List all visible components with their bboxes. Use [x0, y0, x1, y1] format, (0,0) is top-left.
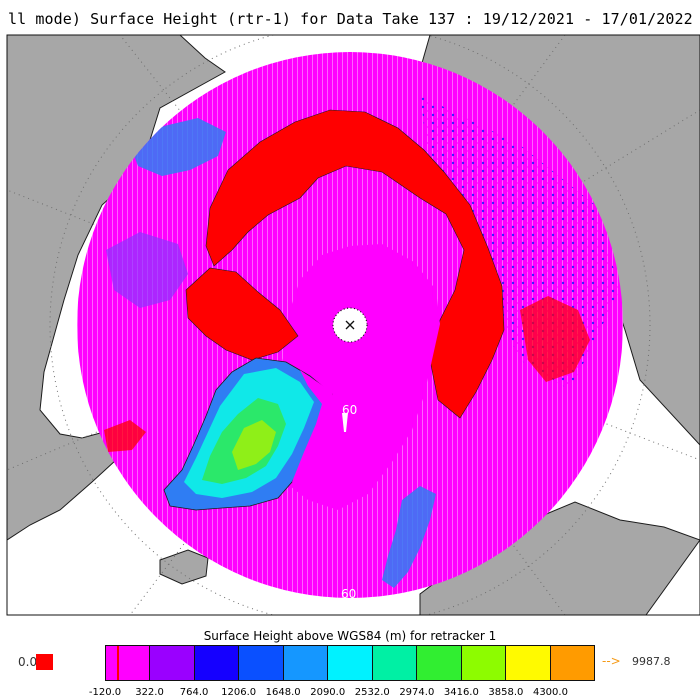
greenland-east-coast-magenta: [292, 370, 336, 486]
latitude-label-lower: 60: [341, 587, 356, 601]
colorbar-segment: [505, 646, 550, 680]
colorbar-tick-label: 2532.0: [354, 687, 390, 698]
overflow-value: 9987.8: [632, 655, 671, 668]
data-gap-wedge: [342, 413, 348, 432]
colorbar-tick-label: 764.0: [179, 687, 209, 698]
colorbar-segment: [327, 646, 372, 680]
zero-value-label: 0.0: [18, 655, 38, 669]
colorbar-segment: [282, 646, 328, 680]
greenland-summit: [232, 420, 276, 470]
colorbar-segment: [106, 646, 150, 680]
map-title: ll mode) Surface Height (rtr-1) for Data…: [8, 10, 700, 28]
surface-height-data: [104, 95, 620, 588]
colorbar-segment: [416, 646, 461, 680]
colorbar-segment: [460, 646, 506, 680]
colorbar: [105, 645, 595, 681]
colorbar-segment: [549, 646, 594, 680]
colorbar-segment: [371, 646, 417, 680]
arctic-archipelago-red: [185, 267, 299, 361]
iceland-land: [159, 549, 209, 585]
colorbar-segment: [238, 646, 283, 680]
colorbar-tick-label: 3858.0: [488, 687, 524, 698]
colorbar-title: Surface Height above WGS84 (m) for retra…: [203, 629, 497, 643]
zero-marker: [117, 646, 120, 680]
colorbar-tick-label: 3416.0: [443, 687, 479, 698]
colorbar-tick-label: 4300.0: [532, 687, 568, 698]
colorbar-tick-label: 2090.0: [310, 687, 346, 698]
zero-color-swatch: [36, 654, 53, 670]
overflow-arrow: -->: [602, 654, 621, 668]
colorbar-tick-label: 1206.0: [221, 687, 257, 698]
colorbar-tick-label: -120.0: [88, 687, 122, 698]
colorbar-segment: [149, 646, 194, 680]
greenland-sea-red: [104, 420, 146, 452]
baffin-low-height: [106, 232, 188, 308]
pole-marker: [345, 320, 355, 330]
colorbar-segment: [193, 646, 239, 680]
canada-alaska-land: [7, 35, 226, 541]
colorbar-tick-label: 322.0: [135, 687, 164, 698]
eurasia-red-dots: [520, 296, 590, 382]
colorbar-tick-label: 2974.0: [399, 687, 435, 698]
colorbar-tick-label: 1648.0: [265, 687, 301, 698]
svalbard-franz-blue: [382, 486, 436, 588]
latitude-label-upper: 60: [342, 403, 357, 417]
map-border: [6, 34, 700, 616]
